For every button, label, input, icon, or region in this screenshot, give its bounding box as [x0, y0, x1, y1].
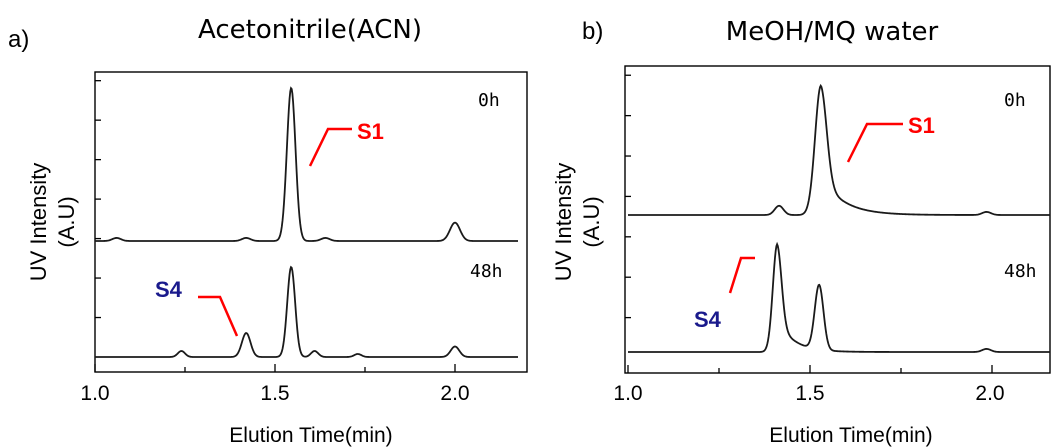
panel-a-s4-leader-line [198, 295, 239, 337]
panel-b-plot-frame [624, 65, 1051, 374]
panel-b-s1-leader-line [846, 122, 903, 163]
panel-a-title: Acetonitrile(ACN) [198, 15, 422, 45]
panel-a-annotation-s4: S4 [155, 277, 239, 337]
panel-b-trace-label-0h: 0h [1004, 90, 1026, 111]
panel-b-annotation-s4: S4 [694, 256, 755, 332]
panel-b-trace-label-48h: 48h [1004, 261, 1037, 282]
panel-a-ylabel-line1: UV Intensity [26, 163, 51, 282]
panel-b-ylabel-line2: (A.U) [579, 196, 604, 247]
panel-b-tick-marks [625, 74, 993, 373]
panel-a-annotation-s1: S1 [308, 119, 384, 167]
panel-b-title: MeOH/MQ water [726, 17, 939, 47]
panel-a-xtick-label: 1.5 [260, 382, 289, 405]
panel-b-annotation-s1: S1 [846, 113, 935, 163]
panel-b-s1-label: S1 [908, 113, 935, 138]
panel-b-label: b) [582, 18, 603, 45]
panel-b-s4-label: S4 [694, 307, 722, 332]
panel-a-xtick-label: 1.0 [80, 382, 109, 405]
panel-a-trace-label-0h: 0h [478, 90, 500, 111]
panel-b-xtick-label: 1.5 [795, 382, 824, 405]
panel-a-s1-leader-line [308, 127, 352, 167]
panel-a-trace-48h [95, 265, 518, 358]
panel-a-s1-label: S1 [357, 119, 384, 144]
panel-b-s4-leader-line [728, 256, 755, 294]
panel-a-label: a) [8, 26, 29, 53]
panel-b-xlabel: Elution Time(min) [769, 424, 932, 447]
panel-a-plot-frame [94, 71, 528, 373]
panel-b-trace-48h [628, 241, 1050, 353]
panel-a: a) Acetonitrile(ACN) UV Intensity (A.U) … [8, 15, 528, 447]
panel-a-ylabel-line2: (A.U) [54, 196, 79, 247]
panel-a-tick-marks [94, 80, 456, 372]
panel-a-trace-0h [95, 86, 518, 242]
panel-b-trace-0h [628, 83, 1050, 216]
panel-a-xlabel: Elution Time(min) [229, 424, 392, 447]
panel-b-xtick-label: 1.0 [613, 382, 642, 405]
panel-a-trace-label-48h: 48h [470, 261, 503, 282]
panel-a-xtick-label: 2.0 [440, 382, 469, 405]
panel-b-xtick-label: 2.0 [975, 382, 1004, 405]
panel-a-s4-label: S4 [155, 277, 183, 302]
panel-b: b) MeOH/MQ water UV Intensity (A.U) Elut… [551, 17, 1051, 447]
panel-b-ylabel-line1: UV Intensity [551, 163, 576, 282]
